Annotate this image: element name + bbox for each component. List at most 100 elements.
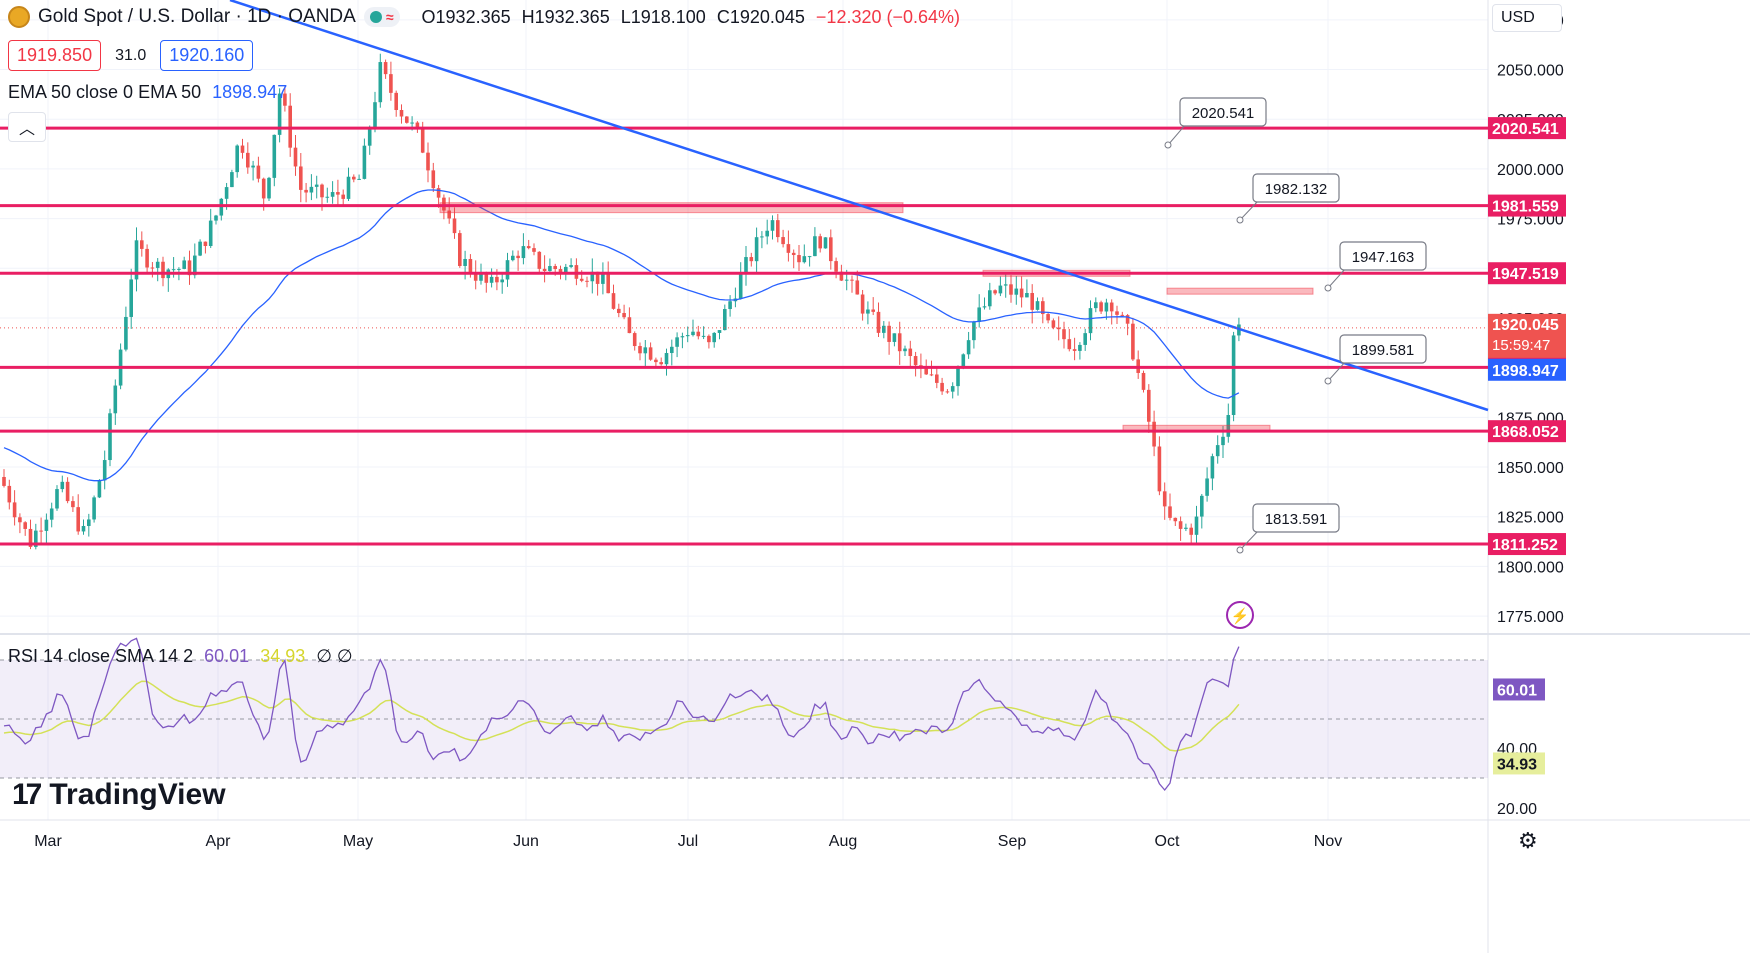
candle-body xyxy=(526,246,531,249)
symbol-title[interactable]: Gold Spot / U.S. Dollar · 1D · OANDA xyxy=(38,6,356,27)
candle-body xyxy=(866,309,870,314)
candle-body xyxy=(187,260,192,276)
callout-box[interactable] xyxy=(1339,241,1427,271)
candle-body xyxy=(108,413,112,461)
bar-countdown-label: 15:59:47 xyxy=(1492,337,1550,354)
ema-legend[interactable]: EMA 50 close 0 EMA 50 1898.947 xyxy=(8,82,288,102)
candle-body xyxy=(415,122,420,128)
lightning-icon[interactable] xyxy=(1226,601,1254,629)
currency-selector[interactable]: USD xyxy=(1492,4,1562,32)
candle-body xyxy=(150,267,155,269)
supply-zone[interactable] xyxy=(1166,287,1314,295)
candle-body xyxy=(214,215,218,221)
candle-body xyxy=(643,347,648,354)
candle-body xyxy=(495,276,499,283)
level-price-tag xyxy=(1488,262,1566,285)
candle-body xyxy=(230,172,234,188)
market-status-pill[interactable]: ≈ xyxy=(363,7,400,27)
candle-body xyxy=(903,348,907,352)
candle-body xyxy=(569,265,573,267)
candle-body xyxy=(1178,521,1183,529)
candle-body xyxy=(1226,415,1231,437)
y-tick-label: 2050.000 xyxy=(1497,63,1564,80)
supply-zone[interactable] xyxy=(439,202,904,214)
candle-body xyxy=(776,220,780,238)
candle-body xyxy=(786,244,791,253)
callout-box[interactable] xyxy=(1179,97,1267,127)
candle-body xyxy=(1003,284,1008,286)
candle-body xyxy=(1189,527,1193,535)
x-tick-label: Sep xyxy=(998,833,1027,850)
candle-body xyxy=(420,127,425,153)
spread-value: 31.0 xyxy=(115,46,147,64)
candle-body xyxy=(87,519,91,526)
candle-body xyxy=(219,198,224,216)
last-price-tag xyxy=(1488,313,1566,358)
candle-body xyxy=(998,285,1003,294)
candle-body xyxy=(362,145,367,179)
candle-body xyxy=(738,272,743,299)
settings-gear-icon[interactable]: ⚙ xyxy=(1518,828,1538,853)
candle-body xyxy=(982,306,987,308)
callout-box[interactable] xyxy=(1252,173,1340,203)
candle-body xyxy=(627,317,632,334)
collapse-legend-button[interactable]: ︿ xyxy=(8,112,46,142)
level-price-tag xyxy=(1488,420,1566,443)
candle-body xyxy=(977,307,981,322)
callout-box[interactable] xyxy=(1339,334,1427,364)
candle-body xyxy=(389,74,393,93)
x-tick-label: Jul xyxy=(678,833,698,850)
candle-body xyxy=(171,269,176,271)
level-price-label: 1947.519 xyxy=(1492,266,1559,283)
sell-button[interactable]: 1919.850 xyxy=(8,40,102,71)
candle-body xyxy=(511,255,515,261)
candle-body xyxy=(1152,421,1156,447)
candle-body xyxy=(452,218,457,234)
candle-body xyxy=(1162,491,1167,507)
callout-label: 1899.581 xyxy=(1352,342,1415,359)
candle-body xyxy=(717,330,722,333)
candle-body xyxy=(484,273,489,283)
level-price-label: 1868.052 xyxy=(1492,424,1559,441)
rsi-tick-label: 20.00 xyxy=(1497,801,1537,818)
callout-box[interactable] xyxy=(1252,503,1340,533)
callout-label: 1813.591 xyxy=(1265,511,1328,528)
candle-body xyxy=(277,93,282,135)
candle-body xyxy=(691,331,695,336)
candle-body xyxy=(1147,389,1151,422)
candle-body xyxy=(458,233,462,266)
gold-symbol-icon xyxy=(8,6,30,28)
buy-button[interactable]: 1920.160 xyxy=(160,40,254,71)
candle-body xyxy=(293,147,298,167)
candle-body xyxy=(102,460,107,481)
descending-trendline[interactable] xyxy=(229,0,1489,412)
candle-body xyxy=(34,530,38,547)
candle-body xyxy=(426,152,430,171)
candle-body xyxy=(781,237,785,245)
callout-anchor xyxy=(1164,141,1172,149)
x-tick-label: Apr xyxy=(206,833,232,850)
candle-body xyxy=(1168,506,1172,518)
candle-body xyxy=(844,279,849,281)
candle-body xyxy=(585,280,589,282)
candle-body xyxy=(283,93,287,106)
candle-body xyxy=(18,517,22,523)
candle-body xyxy=(956,366,960,387)
candle-body xyxy=(754,237,759,262)
rsi-sma-label: 34.93 xyxy=(1497,756,1537,773)
candle-body xyxy=(823,237,828,249)
tradingview-logo[interactable]: 17 TradingView xyxy=(12,778,226,811)
candle-body xyxy=(664,353,669,365)
callout-pointer xyxy=(1239,199,1260,221)
market-open-icon xyxy=(369,11,382,23)
candle-body xyxy=(129,279,133,317)
candle-body xyxy=(1205,478,1209,496)
candle-body xyxy=(60,481,65,490)
level-price-tag xyxy=(1488,194,1566,217)
candle-body xyxy=(924,367,928,375)
rsi-legend[interactable]: RSI 14 close SMA 14 2 60.01 34.93 ∅ ∅ xyxy=(8,646,353,666)
rsi-value-tag xyxy=(1493,678,1545,701)
candle-body xyxy=(1078,344,1082,351)
candle-body xyxy=(791,252,796,256)
